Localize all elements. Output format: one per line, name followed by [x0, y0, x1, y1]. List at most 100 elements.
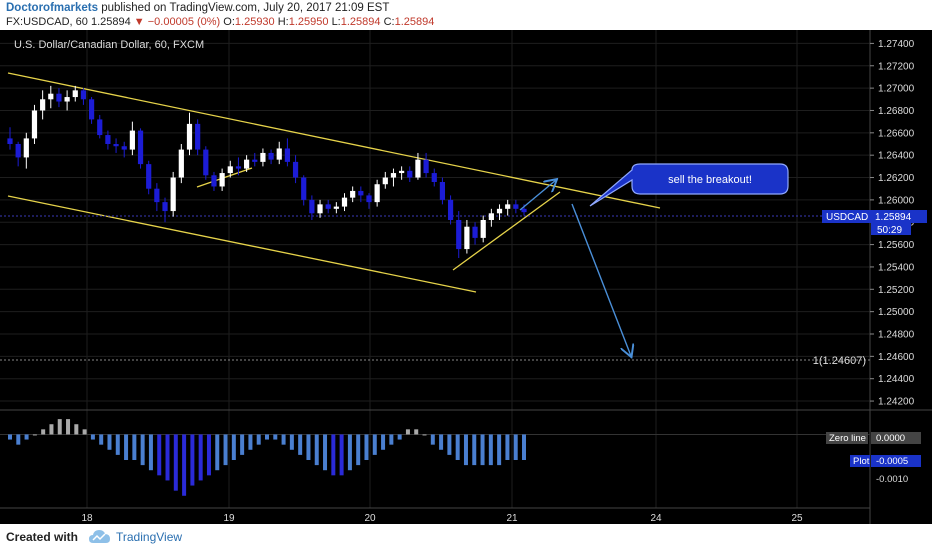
candle[interactable]	[146, 160, 152, 195]
hist-bar	[364, 434, 369, 460]
candle[interactable]	[211, 171, 217, 191]
candle[interactable]	[203, 146, 209, 180]
price-tick-label: 1.24400	[878, 374, 915, 385]
candle[interactable]	[80, 88, 87, 105]
candle[interactable]	[488, 208, 494, 227]
candle[interactable]	[56, 88, 62, 108]
channel-lower-line[interactable]	[7, 195, 477, 293]
candle[interactable]	[496, 204, 503, 220]
hist-bar	[198, 434, 203, 481]
arrows[interactable]	[519, 180, 631, 356]
candle[interactable]	[244, 155, 250, 172]
hist-bar	[505, 434, 510, 460]
candle[interactable]	[137, 128, 144, 169]
hist-bar	[256, 434, 261, 445]
hist-bar	[281, 434, 286, 445]
candle[interactable]	[382, 171, 388, 189]
hist-bar	[306, 434, 311, 460]
candle[interactable]	[97, 114, 103, 139]
candle[interactable]	[333, 202, 339, 214]
time-tick-label: 18	[81, 513, 93, 524]
candle[interactable]	[31, 104, 38, 144]
indicator-histogram	[0, 419, 870, 496]
candle[interactable]	[447, 195, 454, 225]
candle[interactable]	[154, 183, 160, 212]
candle[interactable]	[439, 177, 446, 205]
candle[interactable]	[358, 186, 364, 203]
candle[interactable]	[113, 138, 119, 153]
annotation-text: sell the breakout!	[668, 174, 752, 186]
candle[interactable]	[64, 90, 70, 111]
hist-bar	[140, 434, 145, 466]
open-value: 1.25930	[234, 16, 275, 28]
candle[interactable]	[415, 152, 421, 180]
candle[interactable]	[407, 166, 413, 182]
candle[interactable]	[195, 119, 201, 156]
candle[interactable]	[350, 186, 356, 203]
wedge-support-line[interactable]	[452, 191, 561, 271]
candle[interactable]	[72, 85, 78, 102]
candle[interactable]	[7, 127, 13, 150]
candle[interactable]	[464, 220, 470, 254]
candle[interactable]	[88, 97, 95, 124]
candle[interactable]	[260, 148, 266, 167]
candle[interactable]	[227, 160, 233, 178]
footer: Created with TradingView	[0, 524, 932, 550]
candle[interactable]	[219, 168, 225, 191]
candle[interactable]	[317, 199, 323, 218]
candle[interactable]	[505, 199, 511, 216]
candle[interactable]	[284, 138, 290, 167]
candle[interactable]	[170, 171, 176, 217]
tradingview-link[interactable]: TradingView	[116, 530, 183, 544]
candle[interactable]	[105, 130, 111, 150]
candle[interactable]	[472, 222, 478, 245]
price-tick-label: 1.27200	[878, 61, 915, 72]
trend-lines[interactable]	[7, 72, 661, 293]
candle[interactable]	[292, 155, 299, 184]
high-value: 1.25950	[288, 16, 329, 28]
candle[interactable]	[431, 168, 437, 187]
candle[interactable]	[513, 199, 519, 214]
hist-bar	[397, 434, 402, 440]
candle[interactable]	[309, 195, 315, 220]
author-link[interactable]: Doctorofmarkets	[6, 2, 99, 14]
down-triangle-icon: ▼	[133, 16, 145, 28]
candle[interactable]	[129, 121, 135, 156]
candle[interactable]	[390, 168, 397, 187]
candle[interactable]	[235, 157, 242, 176]
candle[interactable]	[374, 179, 380, 207]
candle[interactable]	[252, 152, 258, 167]
chart-area[interactable]: U.S. Dollar/Canadian Dollar, 60, FXCM 1.…	[0, 30, 932, 524]
hist-bar	[16, 434, 21, 445]
price-tick-label: 1.25200	[878, 285, 915, 296]
candle[interactable]	[480, 215, 486, 243]
candle[interactable]	[15, 141, 21, 167]
candle[interactable]	[48, 85, 54, 109]
candle[interactable]	[23, 132, 29, 169]
hist-bar	[49, 424, 54, 435]
chart-svg[interactable]: U.S. Dollar/Canadian Dollar, 60, FXCM 1.…	[0, 30, 932, 524]
candle[interactable]	[186, 112, 193, 156]
down-arrow[interactable]	[571, 203, 631, 356]
hist-bar	[231, 434, 236, 460]
candle[interactable]	[121, 141, 127, 158]
candle[interactable]	[268, 149, 274, 165]
up-arrow[interactable]	[519, 180, 556, 211]
candle[interactable]	[178, 144, 184, 184]
close-value: 1.25894	[394, 16, 435, 28]
price-tick-label: 1.26400	[878, 151, 915, 162]
candle[interactable]	[366, 193, 372, 209]
candle[interactable]	[301, 175, 307, 206]
hist-bar	[298, 434, 303, 455]
close-label: C:	[383, 16, 395, 28]
sell-annotation[interactable]: sell the breakout!	[589, 163, 789, 207]
candle[interactable]	[325, 199, 331, 214]
candle[interactable]	[40, 90, 46, 120]
candle[interactable]	[341, 193, 348, 212]
candle[interactable]	[456, 211, 462, 258]
candle[interactable]	[162, 197, 168, 223]
candle[interactable]	[399, 166, 405, 180]
candle[interactable]	[423, 152, 429, 178]
candles[interactable]	[7, 85, 527, 258]
candle[interactable]	[276, 141, 282, 165]
